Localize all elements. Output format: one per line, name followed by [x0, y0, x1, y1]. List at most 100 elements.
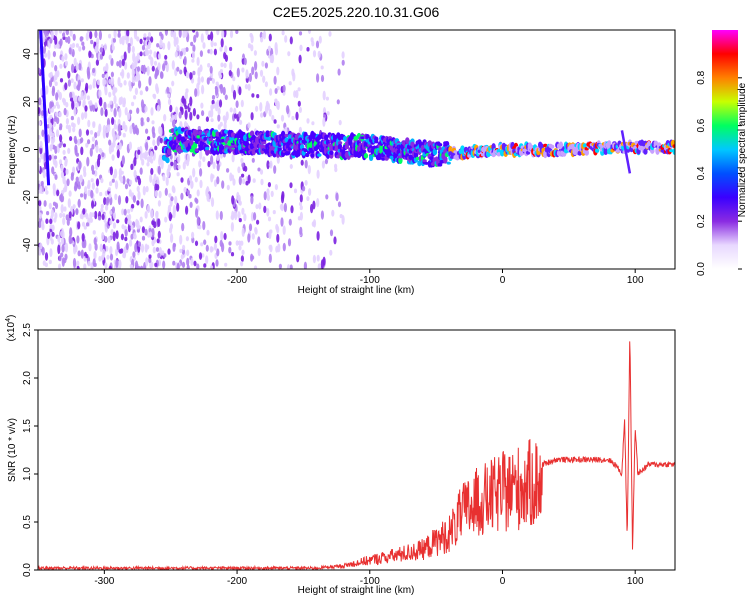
noise-speck — [60, 171, 64, 179]
noise-speck — [102, 129, 106, 139]
signal-speck — [343, 136, 348, 142]
noise-speck — [215, 259, 219, 267]
noise-speck — [118, 59, 122, 68]
noise-speck — [284, 126, 288, 134]
noise-speck — [266, 160, 270, 170]
noise-speck — [140, 117, 144, 123]
noise-speck — [76, 260, 80, 266]
noise-speck — [194, 240, 199, 247]
noise-speck — [45, 190, 49, 195]
noise-speck — [39, 242, 43, 250]
noise-speck — [151, 126, 155, 135]
noise-speck — [250, 44, 254, 52]
noise-speck — [133, 169, 137, 178]
noise-speck — [299, 226, 303, 236]
noise-speck — [108, 54, 112, 61]
noise-speck — [170, 233, 174, 244]
noise-speck — [307, 30, 312, 34]
noise-speck — [75, 152, 79, 157]
noise-speck — [124, 229, 128, 237]
noise-speck — [133, 157, 137, 167]
noise-speck — [311, 121, 315, 126]
noise-speck — [183, 121, 188, 128]
noise-speck — [58, 255, 62, 262]
snr-y-ticks: 0.0 0.5 1.0 1.5 2.0 2.5 — [22, 323, 38, 577]
noise-speck — [120, 96, 124, 105]
noise-speck — [264, 104, 269, 115]
noise-speck — [316, 231, 320, 241]
noise-speck — [123, 208, 127, 216]
noise-speck — [167, 93, 171, 98]
signal-speck — [398, 155, 403, 159]
noise-speck — [248, 223, 253, 232]
noise-speck — [80, 91, 84, 101]
spectrogram-y-ticks: -40 -20 0 20 40 — [22, 48, 38, 252]
noise-speck — [140, 99, 145, 109]
noise-speck — [189, 72, 193, 80]
noise-speck — [306, 47, 310, 52]
noise-speck — [178, 30, 182, 38]
noise-speck — [273, 119, 277, 124]
noise-speck — [63, 206, 67, 212]
noise-speck — [334, 163, 338, 169]
noise-speck — [190, 180, 194, 190]
noise-speck — [124, 217, 128, 225]
snr-y-tick-label-0.0: 0.0 — [22, 563, 33, 577]
noise-speck — [55, 92, 59, 101]
noise-speck — [59, 212, 63, 219]
noise-speck — [127, 112, 131, 121]
noise-speck — [58, 159, 63, 166]
signal-speck — [374, 140, 379, 144]
noise-speck — [91, 143, 95, 150]
snr-y-label: SNR (10 * v/v) — [7, 418, 18, 482]
noise-speck — [302, 185, 306, 192]
noise-speck — [211, 174, 215, 179]
noise-speck — [69, 136, 73, 142]
noise-speck — [181, 261, 186, 268]
noise-speck — [71, 100, 75, 110]
noise-speck — [172, 260, 176, 266]
noise-speck — [220, 231, 224, 241]
noise-speck — [200, 242, 204, 247]
noise-speck — [138, 80, 142, 89]
noise-speck — [162, 174, 166, 182]
noise-speck — [236, 67, 240, 78]
noise-speck — [192, 167, 196, 178]
signal-speck — [165, 157, 170, 164]
noise-speck — [69, 227, 73, 238]
noise-speck — [150, 261, 154, 268]
noise-speck — [96, 37, 100, 46]
noise-speck — [108, 193, 112, 199]
noise-speck — [266, 193, 270, 201]
noise-speck — [168, 193, 172, 198]
noise-speck — [146, 162, 150, 167]
noise-speck — [87, 260, 91, 267]
noise-speck — [82, 166, 87, 174]
signal-speck — [420, 145, 426, 150]
noise-speck — [298, 106, 302, 113]
signal-speck — [317, 153, 322, 157]
noise-speck — [139, 167, 143, 175]
noise-speck — [159, 31, 163, 37]
signal-speck — [237, 143, 243, 151]
noise-speck — [238, 86, 242, 96]
noise-speck — [179, 248, 183, 253]
noise-speck — [210, 31, 214, 41]
noise-speck — [144, 105, 148, 113]
noise-speck — [145, 141, 149, 151]
noise-speck — [219, 69, 223, 74]
noise-speck — [241, 173, 245, 178]
noise-speck — [147, 204, 151, 214]
noise-speck — [245, 69, 249, 79]
noise-speck — [129, 179, 133, 186]
noise-speck — [48, 259, 52, 265]
noise-speck — [257, 247, 261, 257]
noise-speck — [312, 200, 316, 210]
noise-speck — [254, 226, 258, 233]
noise-speck — [276, 66, 280, 76]
signal-speck — [543, 143, 548, 148]
signal-speck — [362, 149, 367, 154]
noise-speck — [232, 89, 237, 100]
